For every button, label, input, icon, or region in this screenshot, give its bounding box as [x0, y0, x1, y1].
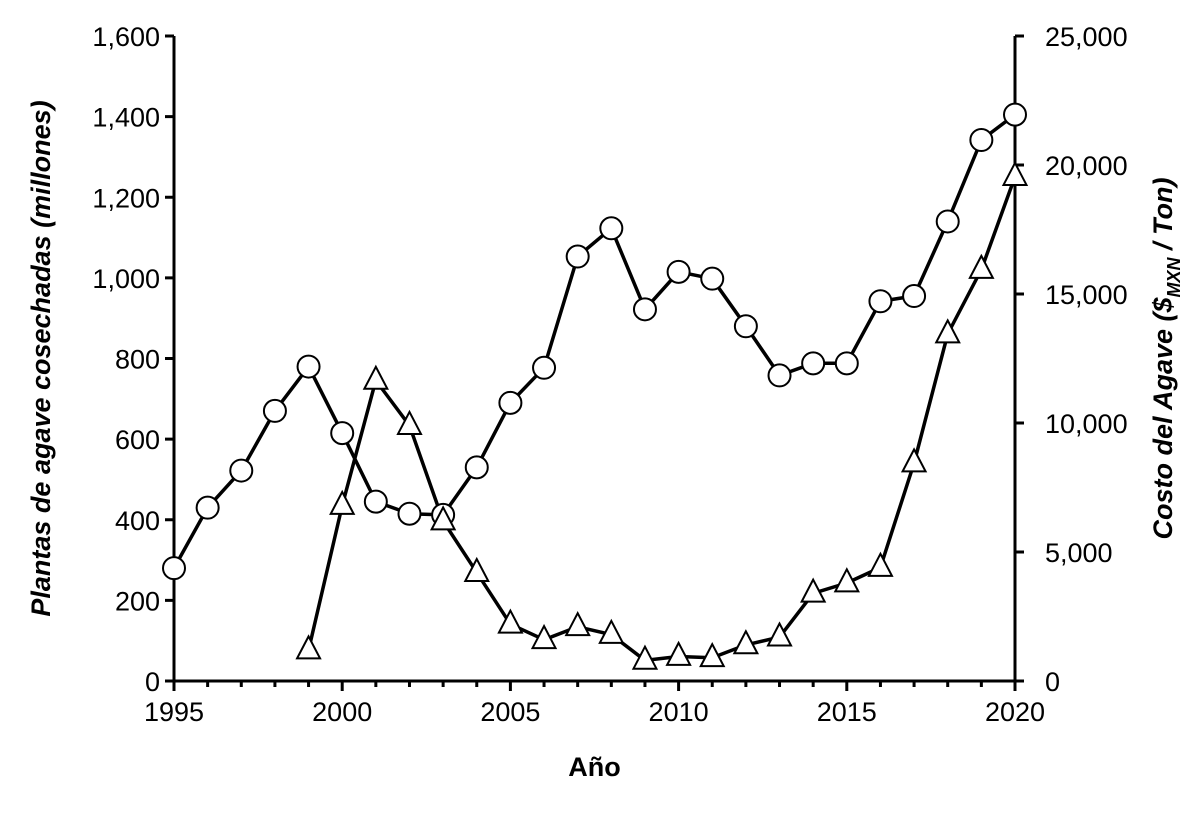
right-y-tick-label: 20,000	[1045, 151, 1128, 181]
x-ticks: 1995 2000 2005 2010 2015 2020	[144, 681, 1045, 727]
data-point-circle	[363, 489, 388, 514]
left-y-tick-label: 1,400	[92, 103, 160, 133]
left-y-ticks: 0 200 400 600 800 1,000 1,200 1,400 1,600	[92, 22, 174, 697]
series-lines	[172, 113, 1017, 663]
x-axis-title: Año	[568, 752, 620, 782]
data-point-circle	[397, 501, 422, 526]
data-point-triangle	[732, 629, 760, 655]
data-point-circle	[498, 390, 523, 415]
data-point-triangle	[329, 489, 356, 515]
right-y-tick-label: 10,000	[1045, 409, 1128, 439]
data-point-circle	[834, 351, 859, 376]
data-point-triangle	[631, 644, 659, 670]
data-point-circle	[767, 363, 792, 388]
left-y-tick-label: 400	[115, 506, 160, 536]
left-y-tick-label: 200	[115, 586, 160, 616]
data-point-triangle	[530, 623, 558, 650]
data-point-triangle	[598, 618, 625, 644]
data-point-circle	[532, 355, 557, 380]
data-point-circle	[296, 354, 321, 379]
data-point-circle	[902, 284, 927, 309]
left-y-axis-title: Plantas de agave cosechadas (millones)	[26, 100, 56, 616]
data-point-triangle	[497, 608, 524, 634]
data-point-triangle	[295, 634, 322, 660]
data-point-circle	[162, 556, 186, 581]
data-point-triangle	[900, 447, 928, 473]
data-point-triangle	[362, 364, 389, 390]
x-tick-label: 2020	[985, 697, 1045, 727]
data-point-circle	[1003, 102, 1027, 127]
data-point-circle	[262, 398, 287, 423]
data-point-circle	[195, 495, 220, 520]
data-point-circle	[700, 266, 725, 291]
left-y-tick-label: 1,200	[92, 183, 160, 213]
data-point-circle	[935, 209, 960, 234]
data-point-circle	[229, 458, 254, 483]
right-y-axis-title: Costo del Agave ($MXN / Ton)	[1148, 177, 1184, 539]
right-y-tick-label: 15,000	[1045, 280, 1128, 310]
data-point-circle	[330, 421, 355, 446]
data-point-triangle	[1001, 160, 1029, 186]
x-tick-label: 2005	[480, 697, 540, 727]
data-point-circle	[565, 244, 590, 269]
x-tick-label: 2010	[649, 697, 709, 727]
right-y-tick-label: 25,000	[1045, 22, 1128, 52]
right-y-ticks: 0 5,000 10,000 15,000 20,000 25,000	[1015, 22, 1128, 697]
x-tick-label: 2000	[312, 697, 372, 727]
left-y-tick-label: 1,600	[92, 22, 160, 52]
data-point-triangle	[564, 611, 591, 637]
data-point-triangle	[934, 318, 961, 344]
x-tick-label: 2015	[817, 697, 877, 727]
right-y-axis-title-subscript: MXN	[1164, 256, 1184, 297]
data-point-triangle	[396, 409, 423, 435]
right-y-tick-label: 0	[1045, 667, 1060, 697]
left-y-tick-label: 0	[145, 667, 160, 697]
data-point-circle	[666, 259, 691, 284]
data-point-circle	[599, 216, 624, 241]
data-point-circle	[733, 314, 758, 339]
data-point-circle	[969, 128, 994, 153]
data-point-circle	[801, 351, 826, 376]
data-point-triangle	[766, 621, 793, 647]
data-point-triangle	[463, 556, 490, 582]
data-point-triangle	[665, 640, 692, 666]
series-line-circle	[172, 113, 1017, 569]
data-point-triangle	[800, 577, 827, 603]
data-point-triangle	[429, 505, 457, 531]
data-point-circle	[632, 297, 657, 322]
data-point-triangle	[867, 551, 894, 577]
data-point-circle	[868, 289, 893, 314]
x-tick-label: 1995	[144, 697, 204, 727]
data-point-triangle	[968, 253, 995, 279]
left-y-tick-label: 1,000	[92, 264, 160, 294]
series-markers	[162, 102, 1029, 670]
data-point-triangle	[699, 641, 726, 668]
right-y-axis-title-main: Costo del Agave ($	[1148, 296, 1178, 539]
right-y-tick-label: 5,000	[1045, 538, 1113, 568]
left-y-tick-label: 600	[115, 425, 160, 455]
data-point-circle	[464, 455, 489, 480]
series-line-triangle	[306, 176, 1017, 663]
left-y-tick-label: 800	[115, 345, 160, 375]
data-point-triangle	[833, 567, 860, 593]
right-y-axis-title-suffix: / Ton)	[1148, 177, 1178, 257]
